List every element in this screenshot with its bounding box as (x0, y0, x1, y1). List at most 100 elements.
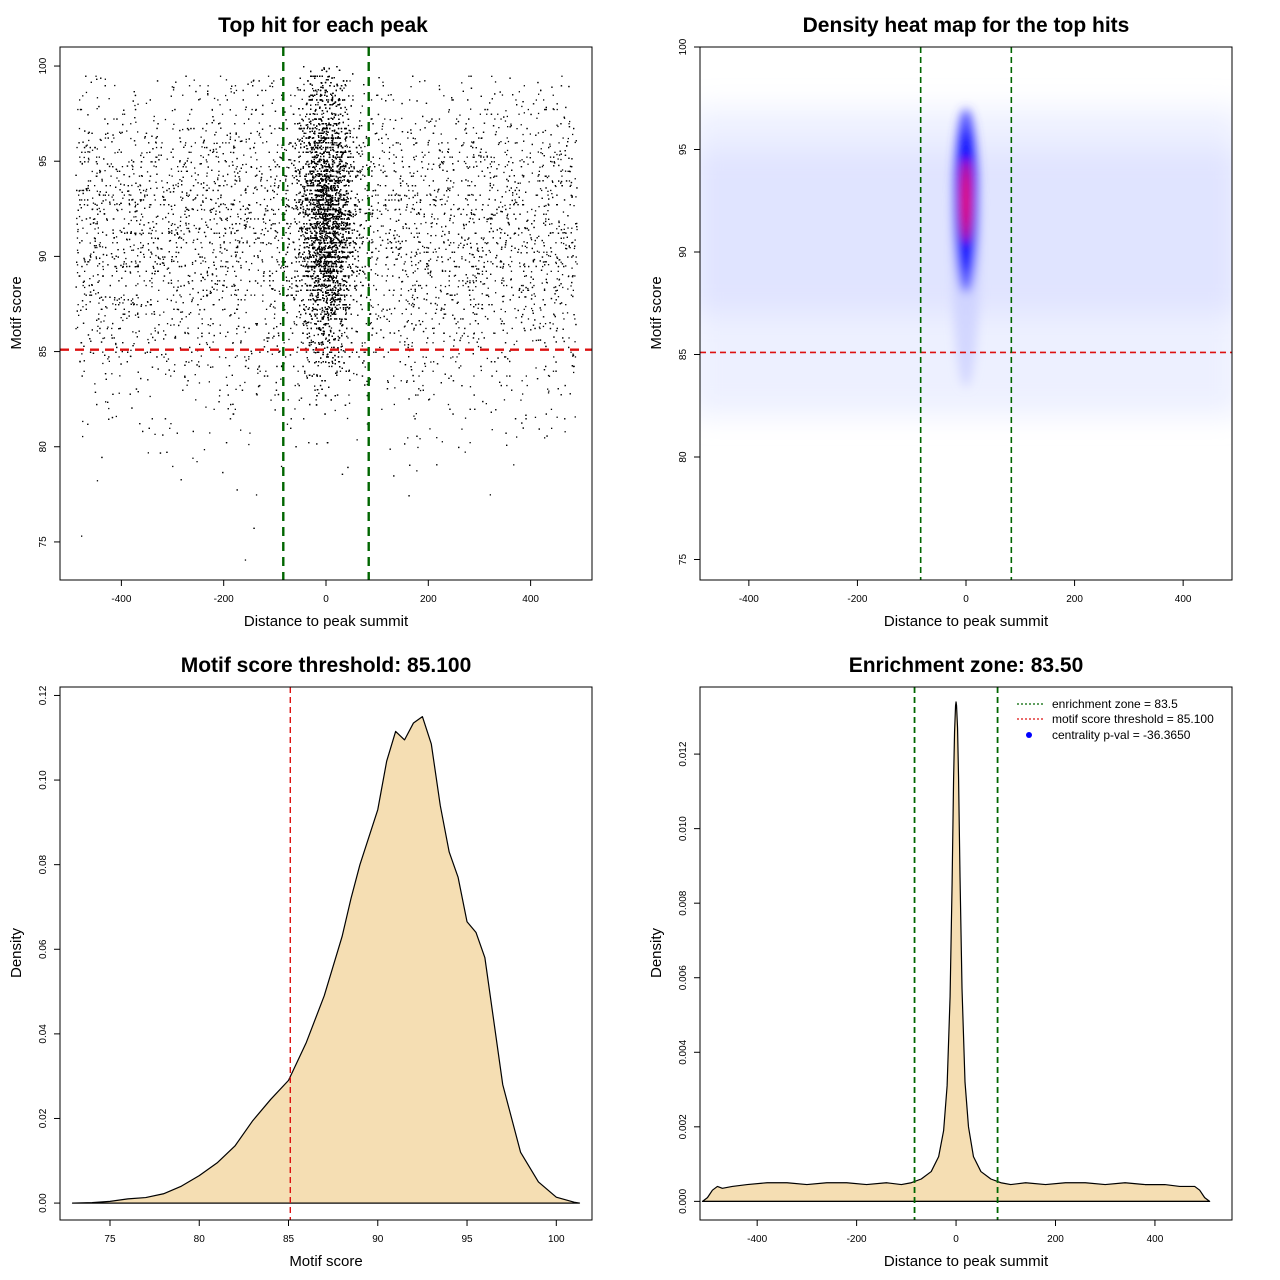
data-point (188, 361, 190, 363)
data-point (96, 156, 98, 158)
data-point (305, 132, 307, 134)
data-point (92, 222, 95, 224)
data-point (540, 309, 542, 311)
data-point (277, 239, 280, 242)
data-point (228, 142, 230, 144)
data-point (547, 264, 550, 266)
data-point (102, 351, 104, 353)
data-point (503, 295, 505, 297)
data-point (84, 261, 86, 263)
data-point (379, 346, 381, 349)
data-point (387, 94, 390, 96)
data-point (186, 192, 188, 194)
data-point (564, 431, 566, 433)
data-point (399, 143, 401, 145)
data-point (75, 174, 77, 176)
scatter-points (75, 66, 578, 561)
data-point (429, 258, 432, 260)
data-point (271, 86, 274, 88)
data-point (134, 144, 137, 146)
data-point (537, 132, 540, 134)
data-point (475, 199, 477, 201)
data-point (563, 265, 565, 268)
data-point (374, 273, 377, 275)
data-point (393, 264, 396, 266)
data-point (401, 281, 403, 283)
data-point (310, 159, 313, 162)
data-point (562, 211, 565, 213)
data-point (306, 325, 308, 327)
data-point (471, 141, 473, 143)
data-point (274, 394, 276, 396)
data-point (121, 208, 123, 211)
data-point (125, 285, 127, 287)
data-point (501, 282, 503, 284)
data-point (190, 312, 192, 314)
data-point (232, 227, 234, 230)
data-point (395, 208, 397, 211)
data-point (483, 261, 485, 264)
data-point (485, 403, 487, 405)
data-point (294, 270, 296, 272)
data-point (260, 242, 262, 244)
data-point (483, 237, 485, 239)
data-point (308, 270, 311, 272)
data-point (398, 235, 400, 238)
data-point (200, 273, 202, 275)
data-point (507, 218, 509, 220)
data-point (544, 437, 546, 439)
data-point (297, 383, 299, 385)
data-point (516, 104, 518, 106)
data-point (99, 257, 101, 259)
data-point (449, 156, 451, 158)
data-point (293, 177, 295, 179)
data-point (286, 204, 288, 206)
data-point (505, 356, 507, 358)
data-point (506, 384, 508, 387)
data-point (563, 237, 565, 239)
data-point (168, 188, 170, 190)
data-point (489, 251, 491, 253)
data-point (288, 280, 290, 282)
data-point (299, 128, 302, 130)
data-point (568, 126, 571, 128)
data-point (332, 288, 334, 290)
data-point (175, 229, 177, 231)
data-point (304, 283, 307, 285)
data-point (152, 221, 154, 223)
data-point (175, 301, 177, 303)
data-point (432, 342, 434, 344)
data-point (151, 135, 153, 137)
data-point (104, 146, 106, 148)
data-point (102, 200, 104, 202)
data-point (415, 155, 417, 157)
data-point (205, 406, 207, 408)
data-point (482, 250, 484, 252)
data-point (390, 94, 392, 96)
data-point (509, 77, 511, 79)
data-point (297, 89, 299, 91)
data-point (521, 422, 523, 424)
data-point (96, 246, 98, 249)
data-point (456, 356, 458, 358)
data-point (285, 180, 287, 182)
data-point (145, 102, 148, 104)
data-point (417, 446, 419, 449)
data-point (248, 269, 250, 271)
data-point (259, 384, 261, 387)
data-point (217, 198, 219, 200)
data-point (461, 236, 463, 238)
data-point (258, 132, 261, 134)
data-point (189, 189, 192, 192)
data-point (200, 256, 202, 258)
data-point (334, 409, 336, 412)
data-point (168, 240, 171, 242)
data-point (139, 189, 141, 191)
data-point (466, 214, 468, 216)
data-point (396, 258, 398, 260)
data-point (86, 204, 89, 206)
data-point (347, 124, 350, 127)
data-point (538, 235, 540, 237)
data-point (416, 194, 419, 196)
data-point (393, 375, 395, 377)
